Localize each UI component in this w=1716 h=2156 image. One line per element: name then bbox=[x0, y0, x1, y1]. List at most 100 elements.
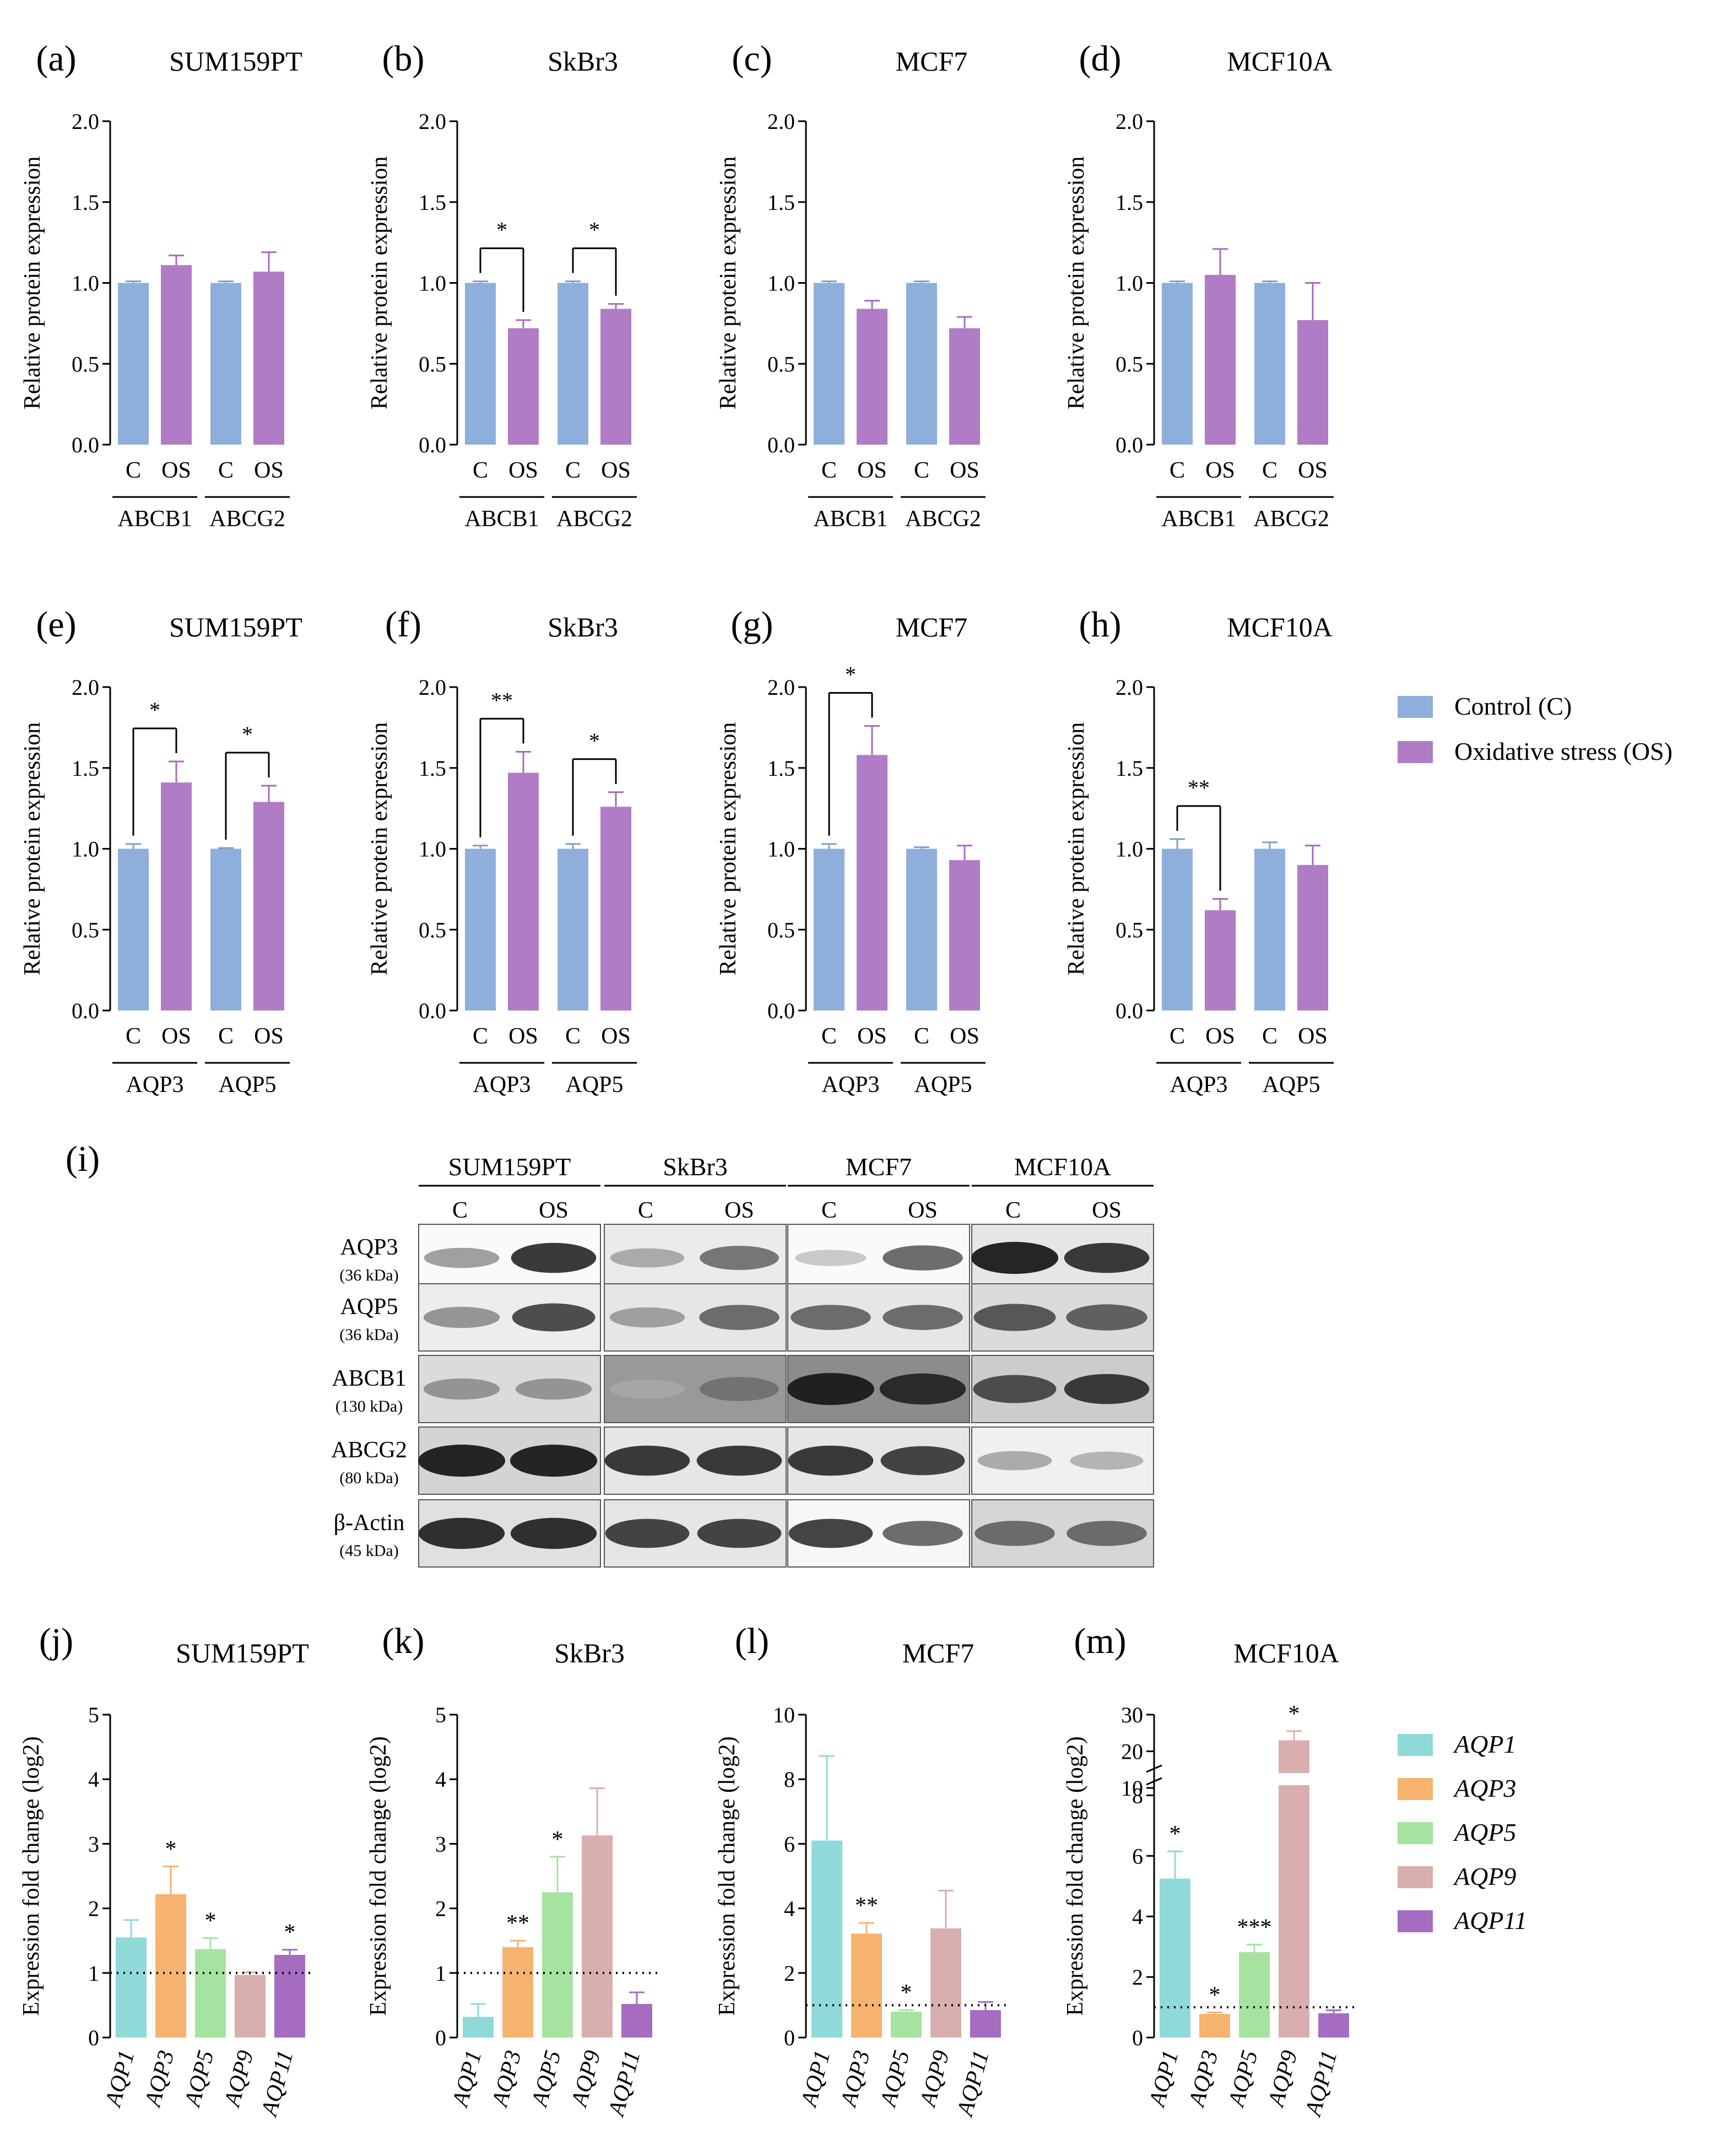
group-label: ABCG2 bbox=[905, 506, 981, 532]
bar-aqp1 bbox=[811, 1840, 842, 2038]
blot-band bbox=[1064, 1374, 1150, 1404]
y-axis-title: Relative protein expression bbox=[1064, 156, 1089, 410]
condition-label: C bbox=[126, 1024, 141, 1049]
blot-band bbox=[788, 1445, 874, 1476]
blot-condition: OS bbox=[724, 1198, 754, 1223]
blot-band bbox=[1070, 1451, 1144, 1470]
y-axis-title: Relative protein expression bbox=[716, 156, 741, 410]
bar-aqp11 bbox=[274, 1954, 305, 2038]
blot-band bbox=[879, 1373, 966, 1405]
panel-title: SUM159PT bbox=[169, 612, 302, 642]
bar-aqp3 bbox=[155, 1894, 186, 2038]
panel-title: MCF10A bbox=[1227, 612, 1333, 642]
bar-aqp9 bbox=[582, 1835, 613, 2038]
y-tick-label: 1 bbox=[435, 1961, 446, 1986]
blot-band bbox=[418, 1517, 505, 1549]
y-tick-label: 0.5 bbox=[72, 352, 99, 376]
blot-band bbox=[604, 1445, 690, 1476]
y-tick-label: 1.0 bbox=[72, 271, 99, 296]
y-tick-label: 1 bbox=[88, 1961, 99, 1986]
y-tick-label: 0 bbox=[1132, 2025, 1143, 2050]
bar-os bbox=[253, 802, 284, 1011]
y-tick-label: 0.5 bbox=[419, 917, 446, 942]
significance-label: * bbox=[1209, 1982, 1221, 2008]
condition-label: OS bbox=[1298, 458, 1328, 483]
bar-control bbox=[465, 283, 496, 445]
x-category-label: AQP3 bbox=[140, 2048, 180, 2111]
x-category-label: AQP11 bbox=[952, 2048, 994, 2120]
y-axis-title: Expression fold change (log2) bbox=[1063, 1736, 1088, 2015]
bar-os bbox=[1297, 864, 1328, 1011]
blot-band bbox=[880, 1446, 965, 1476]
blot-condition: OS bbox=[1092, 1198, 1122, 1223]
bar-aqp5 bbox=[1239, 1952, 1270, 2038]
blot-kda: (36 kDa) bbox=[339, 1326, 398, 1344]
bar-aqp11 bbox=[621, 2004, 652, 2038]
y-tick-label: 0.0 bbox=[1116, 433, 1143, 457]
bar-aqp11 bbox=[970, 2010, 1001, 2038]
blot-protein-name: AQP5 bbox=[340, 1294, 398, 1320]
y-tick-label: 2.0 bbox=[1116, 675, 1143, 700]
condition-label: C bbox=[218, 458, 234, 483]
x-category-label: AQP9 bbox=[219, 2048, 259, 2111]
bar-aqp1 bbox=[116, 1937, 147, 2038]
y-tick-label: 1.0 bbox=[1116, 271, 1143, 296]
y-tick-label: 2 bbox=[88, 1896, 99, 1921]
x-category-label: AQP5 bbox=[180, 2048, 219, 2111]
bar-aqp3 bbox=[851, 1933, 882, 2038]
significance-label: *** bbox=[1237, 1915, 1272, 1940]
y-tick-label: 10 bbox=[1121, 1776, 1143, 1801]
significance-label: * bbox=[496, 218, 507, 242]
legend-swatch-aqp5 bbox=[1398, 1822, 1433, 1844]
bar-aqp3 bbox=[502, 1947, 533, 2038]
condition-label: OS bbox=[950, 458, 979, 483]
blot-band bbox=[795, 1250, 867, 1266]
bar-aqp9 bbox=[930, 1928, 961, 2038]
blot-band bbox=[788, 1519, 873, 1548]
panel-label: (d) bbox=[1079, 39, 1122, 79]
y-axis-title: Expression fold change (log2) bbox=[366, 1736, 391, 2015]
y-tick-label: 0.0 bbox=[419, 998, 446, 1023]
y-tick-label: 20 bbox=[1121, 1739, 1143, 1764]
x-category-label: AQP5 bbox=[875, 2048, 915, 2111]
condition-label: C bbox=[565, 458, 581, 483]
y-axis-title: Relative protein expression bbox=[20, 156, 45, 410]
y-tick-label: 1.5 bbox=[419, 756, 446, 781]
blot-protein-name: AQP3 bbox=[340, 1235, 398, 1260]
y-tick-label: 1.5 bbox=[72, 756, 99, 781]
blot-cell-line: SUM159PT bbox=[448, 1153, 571, 1181]
blot-band bbox=[696, 1445, 782, 1476]
x-category-label: AQP11 bbox=[256, 2048, 298, 2120]
group-label: ABCB1 bbox=[813, 506, 887, 532]
y-tick-label: 3 bbox=[88, 1831, 99, 1856]
y-tick-label: 6 bbox=[1132, 1844, 1143, 1868]
x-category-label: AQP3 bbox=[1184, 2048, 1224, 2111]
blot-band bbox=[423, 1306, 500, 1328]
panel-label: (a) bbox=[36, 39, 76, 79]
condition-label: C bbox=[473, 1024, 488, 1049]
legend-label: AQP9 bbox=[1453, 1862, 1516, 1890]
blot-band bbox=[883, 1305, 963, 1330]
blot-condition: C bbox=[821, 1198, 837, 1223]
significance-label: * bbox=[589, 728, 600, 753]
bar-control bbox=[557, 849, 588, 1011]
y-tick-label: 2.0 bbox=[767, 675, 795, 700]
y-tick-label: 6 bbox=[784, 1831, 795, 1856]
bar-control bbox=[1162, 849, 1193, 1011]
panel-title: MCF7 bbox=[896, 46, 968, 77]
panel-title: MCF7 bbox=[896, 612, 968, 642]
group-label: ABCG2 bbox=[1253, 506, 1329, 532]
group-label: ABCB1 bbox=[1161, 506, 1236, 532]
significance-label: ** bbox=[855, 1893, 878, 1919]
panel-label: (h) bbox=[1079, 604, 1122, 645]
condition-label: C bbox=[1170, 1024, 1185, 1049]
y-tick-label: 4 bbox=[435, 1767, 446, 1792]
blot-band bbox=[791, 1305, 871, 1330]
bar-os bbox=[508, 772, 539, 1011]
significance-label: * bbox=[901, 1980, 912, 2006]
y-tick-label: 0.0 bbox=[767, 433, 795, 457]
bar-control bbox=[814, 849, 845, 1011]
blot-band bbox=[883, 1521, 963, 1546]
panel-title: SkBr3 bbox=[554, 1638, 625, 1668]
